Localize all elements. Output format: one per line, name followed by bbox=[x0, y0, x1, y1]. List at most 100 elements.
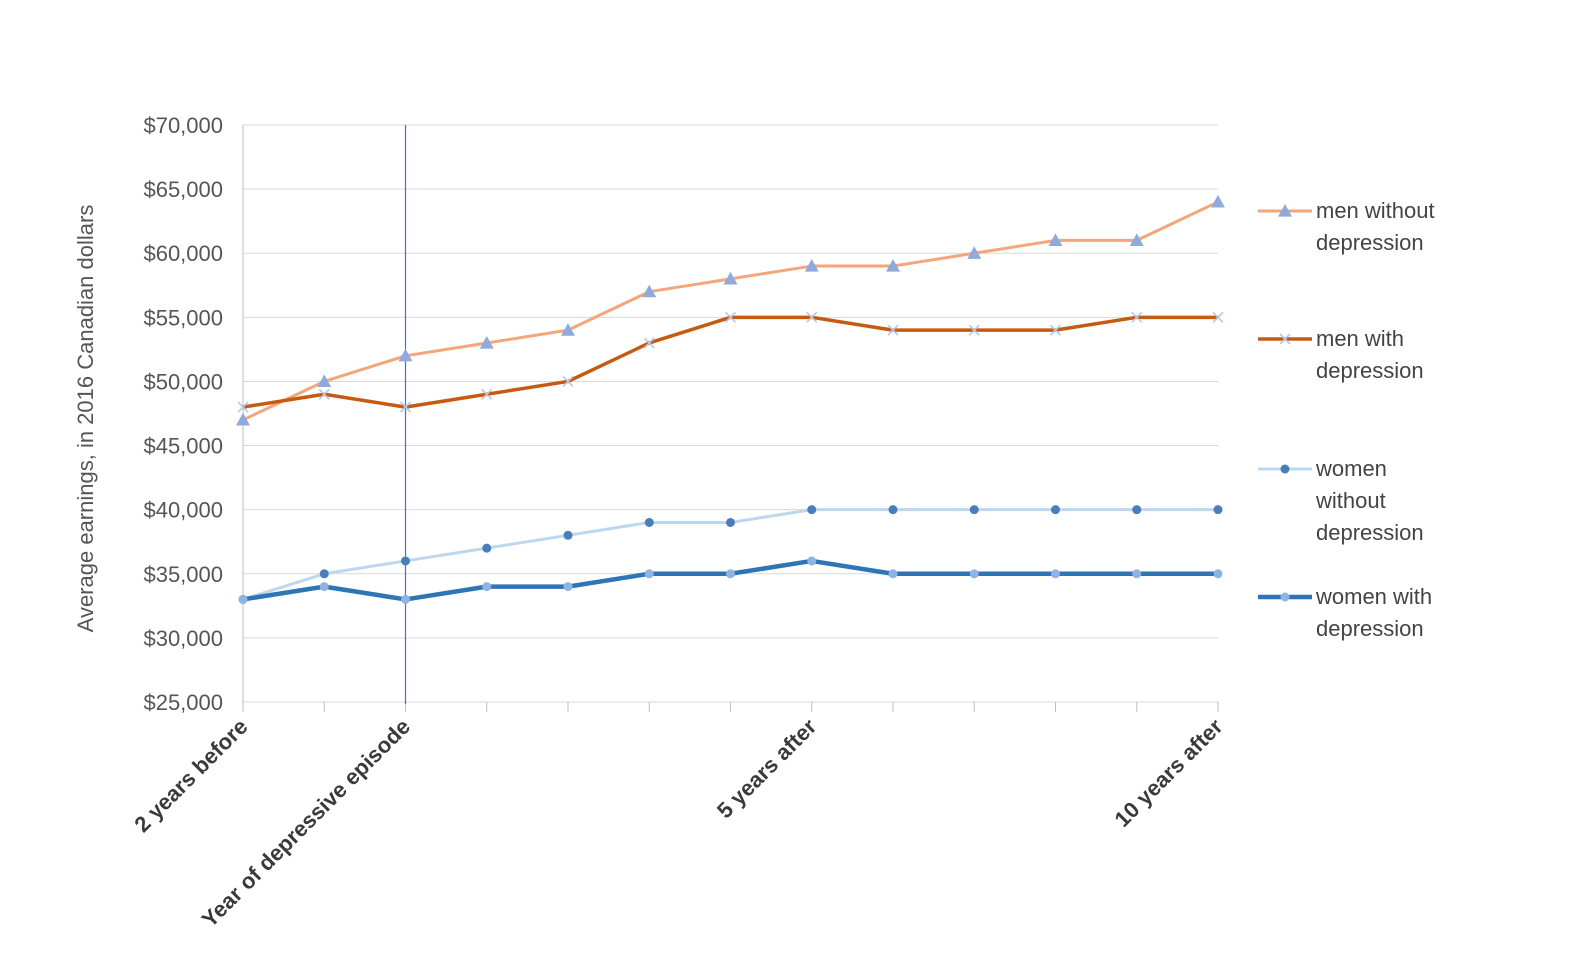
data-point bbox=[723, 271, 738, 285]
series-women-without-depression bbox=[238, 505, 1223, 604]
legend-item: men with depression bbox=[1258, 326, 1424, 383]
marker-stroke bbox=[1131, 311, 1143, 323]
legend-label: men without bbox=[1316, 198, 1435, 223]
data-point bbox=[1132, 569, 1142, 579]
marker-stroke bbox=[968, 324, 980, 336]
data-point bbox=[1212, 311, 1224, 323]
legend-swatch-marker bbox=[1279, 333, 1291, 345]
x-tick-label: 5 years after bbox=[712, 714, 822, 824]
legend-item: men without depression bbox=[1258, 198, 1435, 255]
data-point bbox=[236, 412, 250, 426]
data-point bbox=[643, 337, 655, 349]
y-tick-label: $40,000 bbox=[143, 498, 223, 523]
data-point bbox=[726, 517, 735, 527]
x-tick-label: 10 years after bbox=[1110, 714, 1228, 832]
y-tick-label: $30,000 bbox=[143, 626, 223, 651]
legend-label: women bbox=[1315, 456, 1387, 481]
data-point bbox=[398, 348, 413, 362]
data-point bbox=[887, 324, 899, 336]
legend-item: women with depression bbox=[1258, 584, 1432, 641]
grid-lines bbox=[243, 124, 1218, 703]
marker-stroke bbox=[806, 311, 818, 323]
marker-stroke bbox=[1279, 333, 1291, 345]
y-tick-label: $25,000 bbox=[143, 690, 223, 715]
data-point bbox=[644, 517, 654, 527]
data-point bbox=[482, 543, 492, 553]
data-point bbox=[807, 556, 817, 566]
data-point bbox=[1051, 569, 1060, 579]
data-point bbox=[968, 324, 980, 336]
legend-item: women without depression bbox=[1258, 456, 1424, 545]
data-point bbox=[1213, 569, 1223, 579]
series-women-with-depression bbox=[238, 556, 1223, 604]
data-point bbox=[967, 246, 982, 259]
marker-stroke bbox=[399, 401, 412, 413]
series-men-without-depression bbox=[236, 194, 1225, 426]
data-point bbox=[563, 530, 573, 540]
data-point bbox=[482, 582, 492, 592]
marker-stroke bbox=[562, 375, 574, 388]
data-point bbox=[399, 401, 412, 413]
legend-label: men with bbox=[1316, 326, 1404, 351]
data-point bbox=[804, 259, 819, 272]
data-point bbox=[401, 556, 410, 566]
legend-swatch-marker bbox=[1280, 592, 1290, 602]
data-point bbox=[481, 388, 493, 400]
legend-label: depression bbox=[1316, 358, 1424, 383]
legend-label: without bbox=[1315, 488, 1386, 513]
data-point bbox=[1132, 505, 1142, 515]
data-point bbox=[479, 335, 494, 349]
axes bbox=[242, 125, 1219, 712]
data-point bbox=[562, 375, 574, 388]
data-point bbox=[644, 569, 654, 579]
data-point bbox=[724, 311, 737, 323]
data-point bbox=[969, 505, 979, 515]
legend-label: depression bbox=[1316, 520, 1424, 545]
marker-stroke bbox=[1049, 324, 1062, 336]
series-line bbox=[242, 558, 1218, 602]
data-point bbox=[888, 569, 898, 579]
y-tick-labels: $25,000 $30,000 $35,000 $40,000 $45,000 $50,0… bbox=[143, 113, 223, 715]
data-point bbox=[642, 284, 657, 298]
y-tick-label: $60,000 bbox=[143, 241, 223, 266]
data-point bbox=[1051, 505, 1060, 515]
y-tick-label: $50,000 bbox=[143, 369, 223, 394]
legend-swatch-marker bbox=[1278, 204, 1292, 217]
data-point bbox=[1048, 233, 1063, 246]
y-tick-label: $55,000 bbox=[143, 305, 223, 330]
marker-stroke bbox=[1212, 311, 1224, 323]
y-tick-label: $70,000 bbox=[143, 113, 223, 138]
series-men-with-depression bbox=[237, 311, 1224, 413]
marker-stroke bbox=[318, 388, 330, 400]
legend-label: depression bbox=[1316, 616, 1424, 641]
data-point bbox=[1213, 505, 1223, 515]
y-tick-label: $65,000 bbox=[143, 177, 223, 202]
data-point bbox=[563, 582, 573, 592]
y-tick-label: $45,000 bbox=[143, 434, 223, 459]
marker-stroke bbox=[643, 337, 655, 349]
data-point bbox=[237, 401, 249, 413]
data-point bbox=[1211, 194, 1225, 208]
legend-label: women with bbox=[1315, 584, 1432, 609]
marker-stroke bbox=[887, 324, 899, 336]
data-point bbox=[1129, 233, 1144, 246]
legend-label: depression bbox=[1316, 230, 1424, 255]
data-point bbox=[726, 569, 735, 579]
x-tick-label: 2 years before bbox=[129, 714, 252, 837]
series-group bbox=[236, 194, 1225, 604]
data-point bbox=[888, 505, 898, 515]
marker-stroke bbox=[237, 401, 249, 413]
data-point bbox=[317, 374, 332, 388]
data-point bbox=[1131, 311, 1143, 323]
data-point bbox=[238, 594, 248, 604]
legend-swatch-marker bbox=[1280, 464, 1290, 474]
marker-stroke bbox=[481, 388, 493, 400]
series-line bbox=[242, 200, 1219, 422]
data-point bbox=[969, 569, 979, 579]
data-point bbox=[806, 311, 818, 323]
data-point bbox=[561, 323, 575, 336]
data-point bbox=[318, 388, 330, 400]
